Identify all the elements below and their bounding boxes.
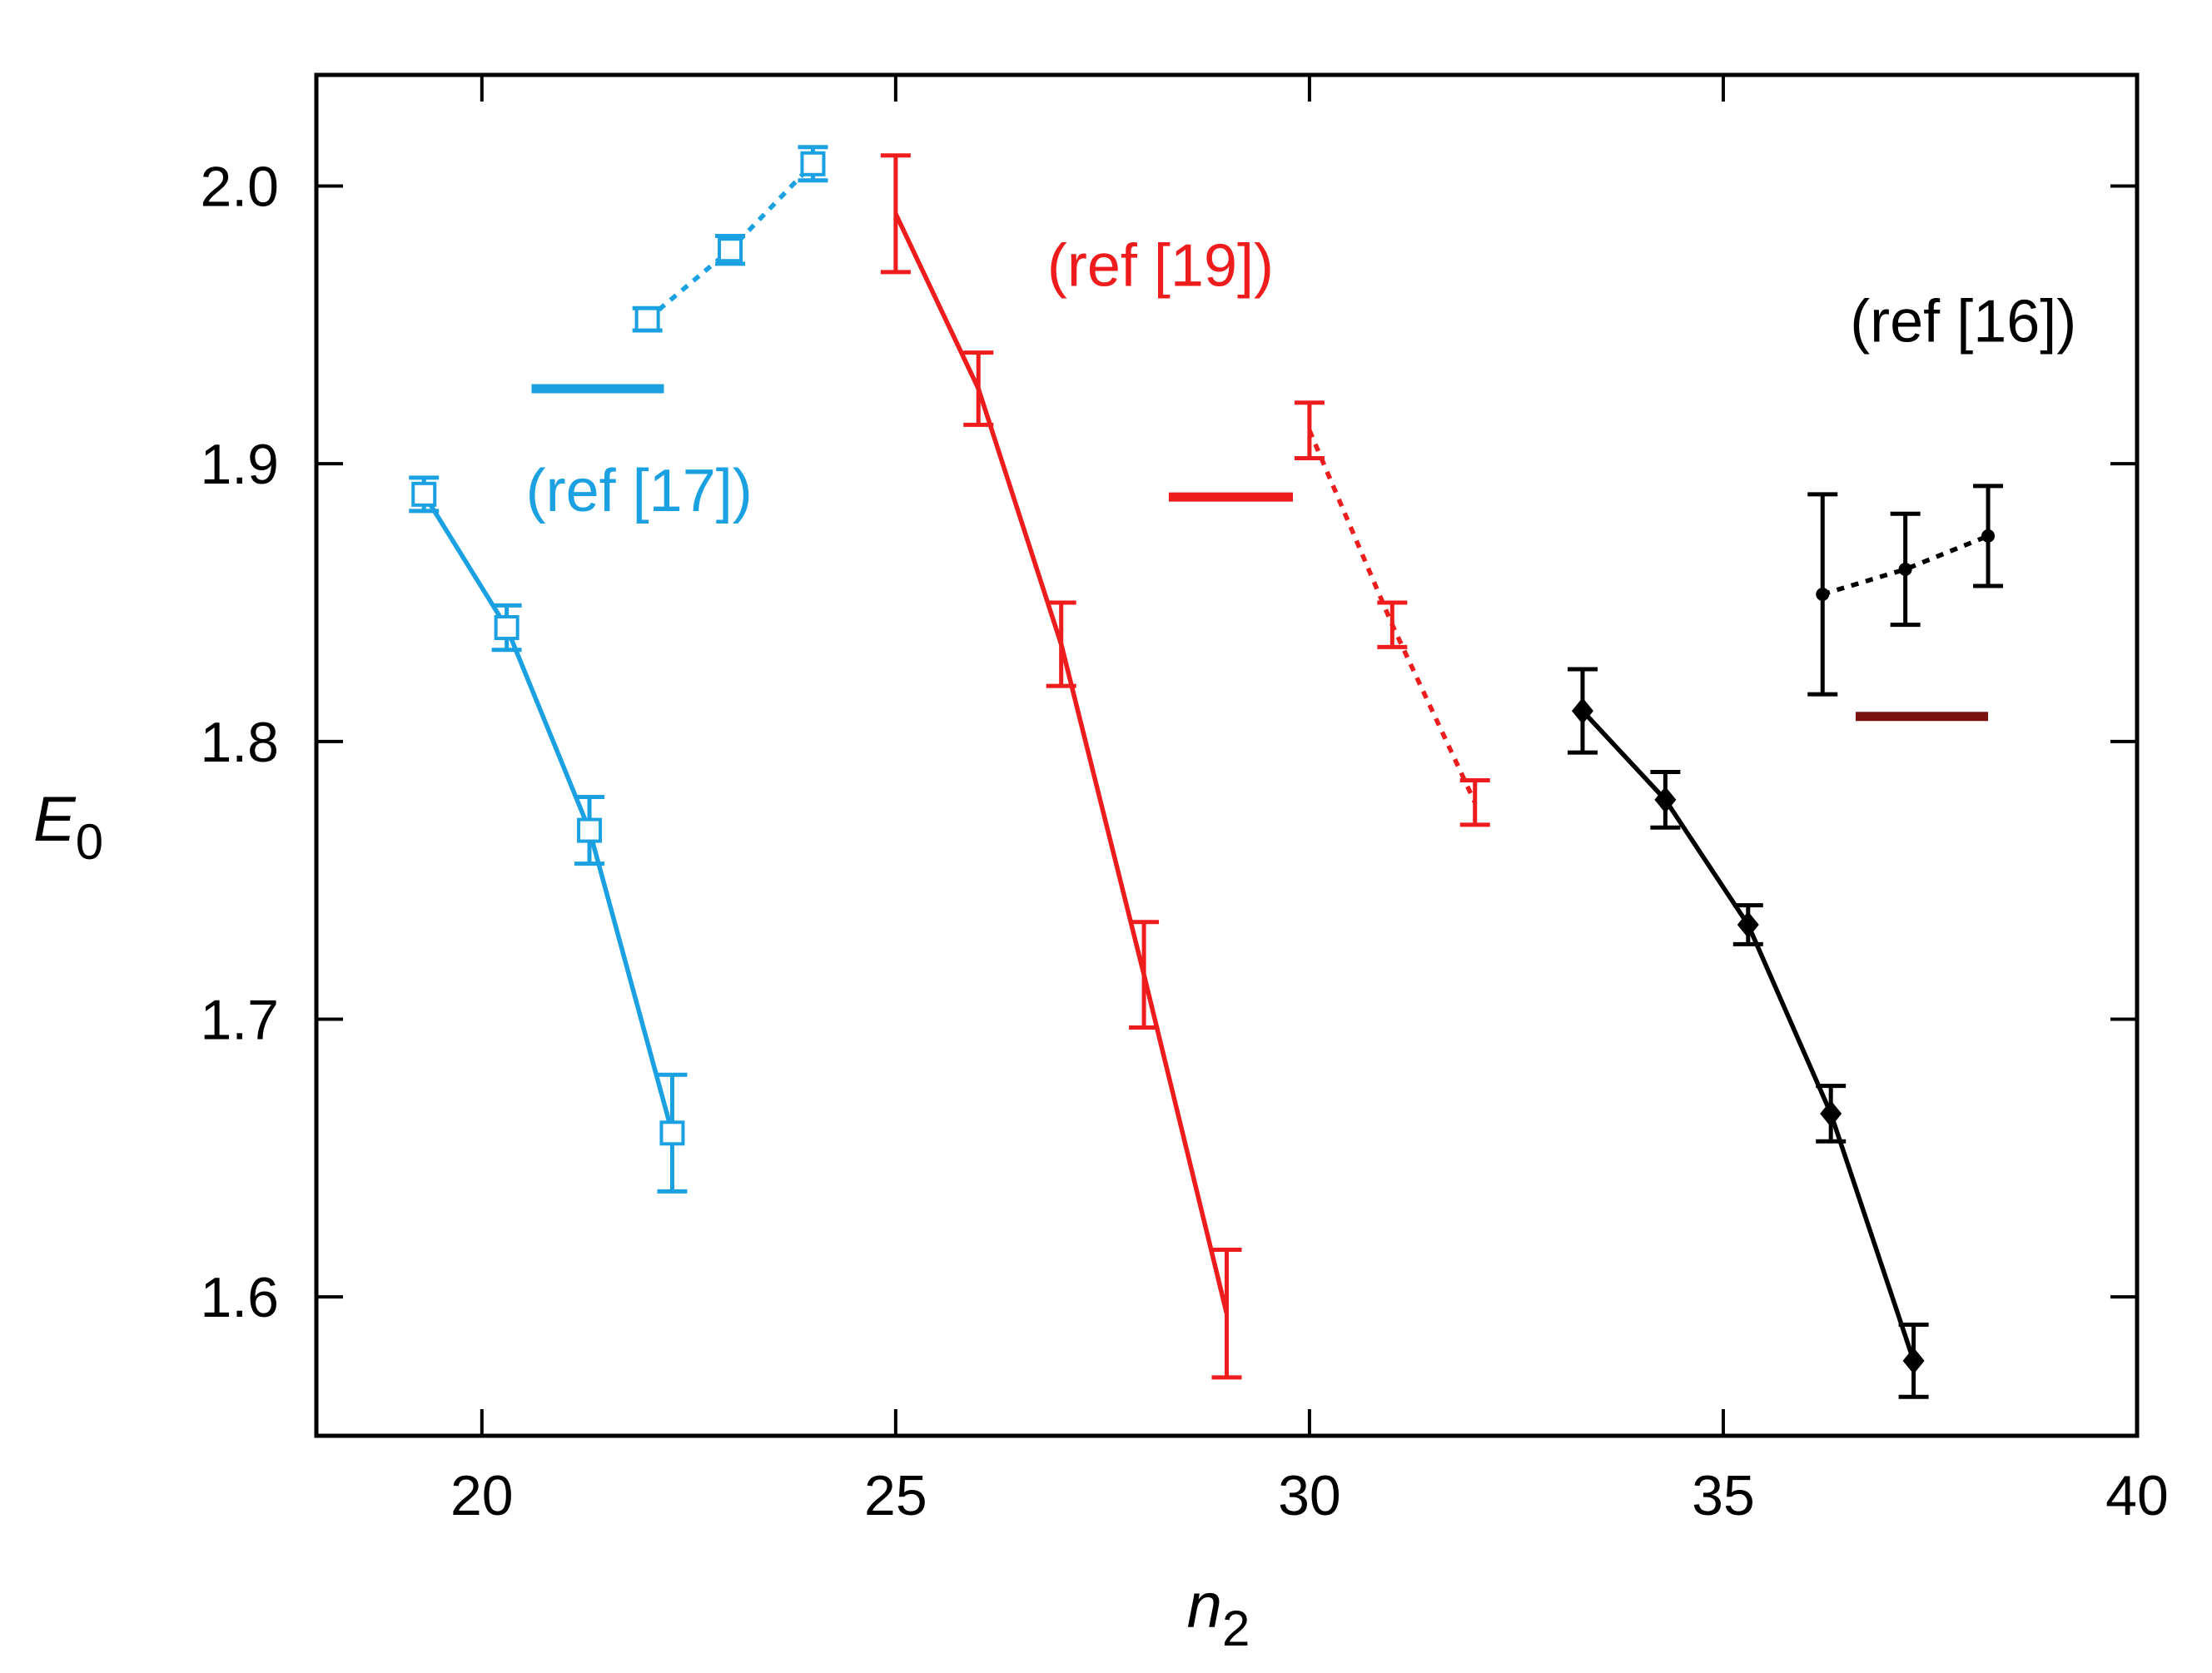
ref16-solid-line — [1580, 709, 1916, 1362]
x-tick-label: 35 — [1692, 1464, 1755, 1527]
data-point — [1902, 1347, 1925, 1374]
ref16-label: (ref [16]) — [1850, 288, 2076, 355]
data-point — [1898, 562, 1912, 576]
ref17-solid-line — [421, 493, 675, 1134]
y-tick-label: 1.6 — [200, 1266, 279, 1329]
data-point — [1225, 1313, 1228, 1315]
data-point — [1816, 587, 1830, 601]
ref19-solid-series — [880, 153, 1242, 1380]
y-tick-label: 2.0 — [200, 155, 279, 218]
ref19-dotted-series — [1294, 400, 1490, 827]
y-axis-title-sub: 0 — [76, 814, 103, 870]
data-point — [1308, 429, 1310, 432]
y-axis-title-main: E — [33, 784, 77, 855]
data-point — [1654, 786, 1677, 813]
ref16-dotted-series — [1807, 484, 2004, 697]
x-axis-title: n2 — [1187, 1571, 1250, 1656]
x-axis-title-sub: 2 — [1222, 1601, 1250, 1656]
data-point — [800, 151, 826, 176]
ref19-label: (ref [19]) — [1047, 233, 1274, 300]
y-tick-label: 1.7 — [200, 988, 279, 1051]
data-point — [1391, 623, 1394, 626]
ref17-label: (ref [17]) — [526, 458, 753, 524]
x-tick-label: 25 — [864, 1464, 927, 1527]
data-point — [1981, 529, 1996, 543]
data-point — [494, 615, 519, 641]
x-tick-label: 30 — [1278, 1464, 1341, 1527]
data-point — [977, 388, 980, 390]
x-tick-label: 20 — [450, 1464, 514, 1527]
ref19-solid-line — [893, 212, 1230, 1314]
data-point — [1474, 802, 1476, 804]
y-tick-label: 1.9 — [200, 433, 279, 496]
ref17-dotted-series — [632, 145, 828, 333]
data-point — [634, 306, 660, 332]
data-point — [411, 481, 437, 507]
data-point — [1060, 643, 1062, 646]
data-point — [1571, 697, 1593, 725]
data-point — [1820, 1100, 1842, 1127]
x-axis-title-main: n — [1187, 1571, 1222, 1641]
plot-frame — [314, 72, 2140, 1438]
data-point — [894, 212, 897, 215]
y-axis-title: E0 — [33, 784, 103, 870]
ref16-solid-series — [1567, 667, 1929, 1399]
ref17-solid-series — [409, 475, 688, 1194]
data-point — [577, 817, 603, 843]
x-tick-label: 40 — [2105, 1464, 2169, 1527]
data-point — [718, 237, 743, 263]
data-point — [659, 1120, 685, 1146]
y-tick-label: 1.8 — [200, 711, 279, 774]
data-point — [1737, 911, 1759, 939]
data-point — [1143, 974, 1146, 976]
